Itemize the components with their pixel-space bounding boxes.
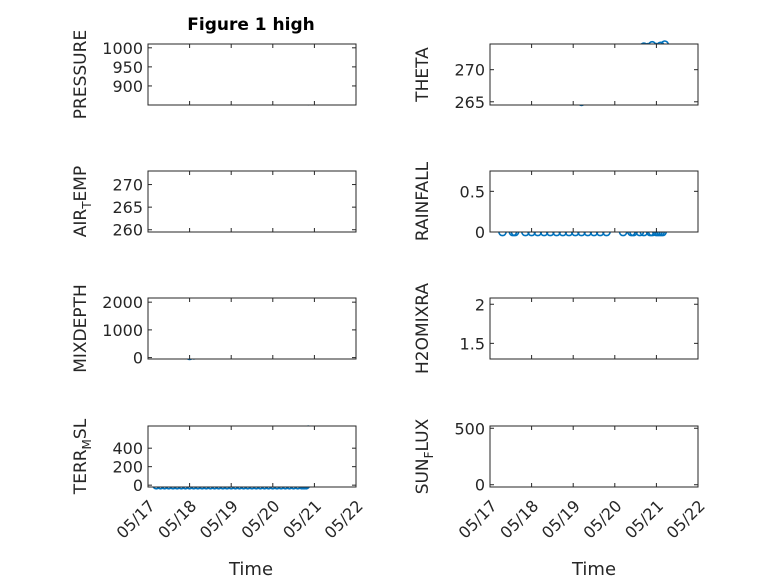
y-tick-label: 270 — [454, 61, 485, 80]
y-axis-label: THETA — [413, 47, 433, 103]
axes-frame — [489, 43, 699, 106]
y-tick-label: 0 — [133, 349, 143, 368]
y-tick-label: 265 — [454, 93, 485, 112]
y-tick-label: 500 — [454, 419, 485, 438]
axes-frame — [147, 43, 357, 106]
subplot-h2omixra: 1.5 2 H2OMIXRA — [413, 283, 699, 374]
y-tick-label: 1000 — [102, 39, 143, 58]
y-axis-label: RAINFALL — [413, 161, 433, 241]
y-tick-label: 260 — [112, 221, 143, 240]
y-axis-label: MIXDEPTH — [71, 284, 91, 373]
x-axis-label-left: Time — [228, 559, 273, 580]
figure-title: Figure 1 high — [187, 15, 315, 35]
y-axis-label: TERRMSL — [71, 418, 94, 495]
y-tick-label: 2000 — [102, 293, 143, 312]
y-tick-label: 1000 — [102, 321, 143, 340]
axes-frame — [489, 425, 699, 488]
subplot-mixdepth: 0 1000 2000 MIXDEPTH — [71, 284, 357, 373]
y-tick-label: 265 — [112, 198, 143, 217]
subplot-rainfall: 0 0.5 RAINFALL — [413, 161, 699, 242]
axes-frame — [489, 170, 699, 233]
y-tick-label: 200 — [112, 458, 143, 477]
axes-frame — [147, 170, 357, 233]
axes-frame — [489, 297, 699, 360]
y-tick-label: 0 — [475, 476, 485, 495]
y-tick-label: 950 — [112, 58, 143, 77]
subplot-theta: 265 270 THETA — [413, 40, 699, 112]
y-axis-label: PRESSURE — [71, 30, 91, 119]
y-axis-label: AIRTEMP — [71, 166, 94, 237]
y-tick-label: 400 — [112, 439, 143, 458]
axes-frame — [147, 425, 357, 488]
y-tick-label: 0 — [133, 476, 143, 495]
subplot-air-temp: 260 265 270 AIRTEMP — [71, 166, 357, 240]
y-tick-label: 0 — [475, 223, 485, 242]
axes-frame — [147, 297, 357, 360]
y-axis-label: SUNFLUX — [413, 418, 436, 494]
y-tick-label: 270 — [112, 176, 143, 195]
x-axis-label-right: Time — [571, 559, 616, 580]
y-tick-label: 0.5 — [460, 182, 485, 201]
y-tick-label: 900 — [112, 77, 143, 96]
y-axis-label: H2OMIXRA — [413, 283, 433, 374]
y-tick-label: 1.5 — [460, 334, 485, 353]
y-tick-label: 2 — [475, 295, 485, 314]
